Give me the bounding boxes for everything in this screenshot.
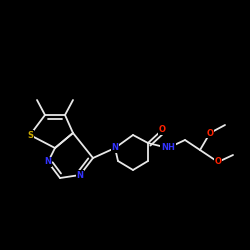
Text: N: N (44, 158, 52, 166)
Text: NH: NH (161, 144, 175, 152)
Text: N: N (76, 170, 84, 179)
Text: O: O (214, 158, 222, 166)
Text: O: O (158, 126, 166, 134)
Text: O: O (206, 128, 214, 138)
Text: S: S (27, 130, 33, 140)
Text: N: N (112, 144, 118, 152)
